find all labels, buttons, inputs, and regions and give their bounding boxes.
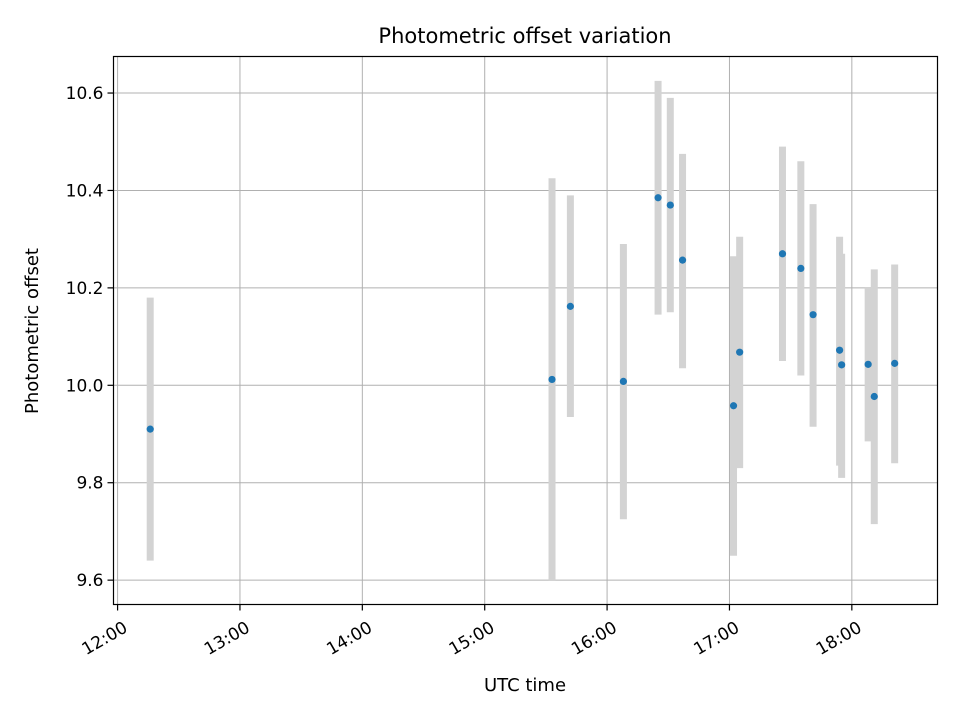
data-point (864, 360, 872, 368)
data-point (146, 425, 154, 433)
data-point (778, 250, 787, 258)
data-point (835, 346, 844, 354)
x-axis-label: UTC time (484, 675, 566, 696)
y-tick-label: 9.8 (76, 474, 103, 494)
data-point (678, 256, 687, 264)
data-point (736, 348, 744, 356)
y-tick-label: 10.4 (66, 181, 104, 201)
y-axis-label: Photometric offset (22, 248, 43, 414)
y-tick-label: 10.2 (66, 279, 104, 299)
data-point (566, 302, 574, 310)
data-point (809, 311, 817, 319)
chart-title: Photometric offset variation (378, 24, 671, 48)
plot-frame (112, 55, 939, 606)
data-points (146, 194, 899, 433)
y-tick-label: 9.6 (76, 571, 103, 591)
data-point (548, 375, 556, 384)
data-point (870, 392, 878, 401)
data-point (619, 377, 628, 386)
y-tick-label: 10.6 (66, 84, 104, 104)
data-point (654, 194, 662, 202)
data-point (729, 402, 738, 410)
data-point (891, 359, 899, 367)
data-point (838, 361, 846, 369)
y-axis-ticks: 9.6 9.8 10.0 10.2 10.4 10.6 (66, 84, 114, 591)
y-tick-label: 10.0 (66, 376, 104, 396)
data-point (797, 264, 805, 272)
data-point (666, 201, 674, 209)
